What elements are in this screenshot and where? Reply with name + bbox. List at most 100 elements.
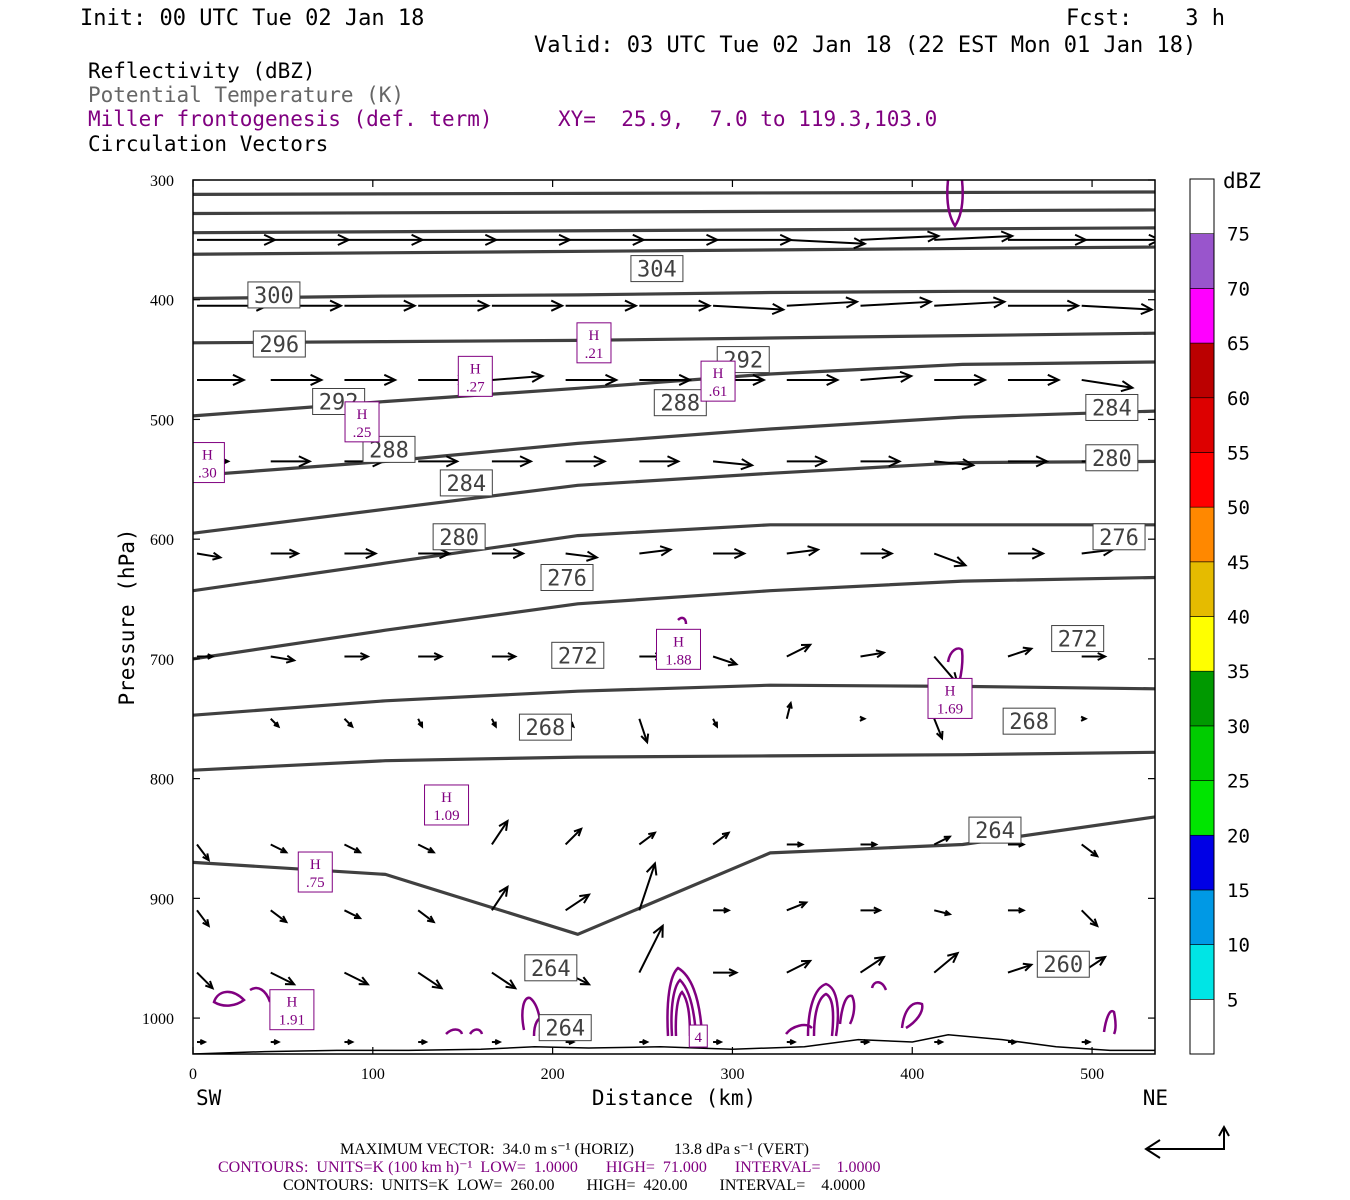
colorbar-level-label: 35 [1227, 661, 1250, 683]
circulation-vector-head [659, 545, 673, 557]
circulation-vector-head [667, 455, 681, 468]
circulation-vector-head [1215, 301, 1226, 311]
theta-label-box [1002, 707, 1056, 735]
theta-label: 268 [1009, 710, 1049, 735]
theta-label-box [1085, 393, 1139, 421]
circulation-vector-head [943, 835, 952, 843]
circulation-vector [417, 971, 443, 990]
fronto-high-value: 1.09 [433, 808, 459, 824]
circulation-vector-head [801, 959, 813, 969]
theta-label: 272 [558, 644, 598, 669]
circulation-vector [1081, 843, 1098, 857]
circulation-vector-head [845, 296, 860, 309]
x-tick-label: 0 [189, 1066, 197, 1083]
y-tick-label: 1000 [142, 1011, 174, 1028]
colorbar-segment [1189, 397, 1215, 453]
colorbar-segment [1189, 889, 1215, 945]
colorbar-level-label: 75 [1227, 224, 1250, 246]
fronto-contour-400km [900, 1001, 924, 1030]
valid-time: Valid: 03 UTC Tue 02 Jan 18 (22 EST Mon … [534, 33, 1196, 58]
colorbar-level-label: 20 [1227, 825, 1250, 847]
circulation-vector-head [288, 548, 301, 559]
circulation-vector-head [433, 652, 444, 661]
fronto-high-value: 1.69 [937, 701, 963, 717]
circulation-vector-head [881, 547, 895, 560]
fronto-contour-160km [468, 1028, 484, 1035]
circulation-vector-head [642, 1038, 650, 1046]
circulation-vector [1007, 647, 1032, 658]
theta-contours [193, 190, 1155, 936]
circulation-vector-head [875, 649, 887, 659]
circulation-vector-head [874, 955, 886, 966]
y-axis-ticks: 300 400 500 600 700 800 900 1000 [142, 173, 1155, 1028]
circulation-vector-head [935, 730, 944, 741]
theta-contour-288 [193, 409, 1155, 478]
colorbar-segment [1189, 725, 1215, 781]
theta-label: 284 [446, 472, 486, 497]
theta-contour-300 [193, 289, 1155, 301]
theta-contour-upper [193, 226, 1155, 235]
circulation-vector-head [992, 296, 1007, 309]
circulation-vector-head [1095, 955, 1108, 966]
circulation-vector-head [1097, 652, 1108, 661]
circulation-vector-head [445, 455, 460, 468]
fronto-high-box [344, 401, 380, 443]
circulation-vector [196, 552, 221, 559]
colorbar-level-label: 40 [1227, 607, 1250, 629]
circulation-vector [1081, 378, 1133, 389]
circulation-vector [933, 909, 951, 916]
circulation-vector-head [347, 721, 354, 729]
theta-label-box [968, 816, 1022, 844]
colorbar-level-label: 5 [1227, 989, 1238, 1011]
fronto-high-box [457, 355, 493, 397]
circulation-vector-head [1035, 455, 1050, 468]
fronto-high-marker: H [286, 995, 297, 1011]
circulation-vector-head [961, 458, 976, 471]
init-time: Init: 00 UTC Tue 02 Jan 18 [80, 6, 424, 31]
fronto-high-box [700, 360, 736, 402]
colorbar-segment [1189, 561, 1215, 617]
x-axis-label: Distance (km) [592, 1086, 756, 1110]
circulation-vector [933, 952, 959, 974]
fronto-contour-200km [521, 996, 542, 1037]
circulation-vector [491, 820, 509, 846]
colorbar-segment [1189, 670, 1215, 727]
circulation-vector-head [1089, 918, 1099, 928]
circulation-vector-head [202, 853, 211, 862]
circulation-vector-head [721, 831, 731, 840]
max-vector-info: MAXIMUM VECTOR: 34.0 m s⁻¹ (HORIZ) 13.8 … [340, 1141, 809, 1158]
circulation-vector-head [789, 1038, 797, 1046]
frontogenesis-highs: H .30 H .25 H .27 H .21 H .61 H 1.88 H 1.69 H 1.09 H .75 H… [193, 322, 973, 1048]
circulation-vector-head [1018, 907, 1026, 914]
circulation-vector [934, 234, 1013, 241]
colorbar-level-label: 60 [1227, 388, 1250, 410]
circulation-vector [933, 552, 966, 567]
circulation-vector-head [947, 951, 960, 964]
circulation-vector [860, 651, 885, 658]
circulation-vector-head [284, 976, 297, 986]
fronto-contour-330km [785, 1023, 813, 1035]
theta-label: 280 [1092, 447, 1132, 472]
circulation-vector-head [383, 373, 398, 386]
legend-reflectivity: Reflectivity (dBZ) [88, 59, 316, 83]
circulation-vector [712, 460, 753, 467]
circulation-vector [786, 959, 811, 974]
colorbar-segment [1189, 178, 1215, 234]
circulation-vector-head [624, 299, 639, 312]
fronto-contour-270km-top [677, 616, 688, 625]
colorbar-segment [1189, 288, 1215, 344]
circulation-vector [786, 901, 807, 912]
circulation-vector [565, 893, 590, 912]
x-tick-label: 100 [361, 1066, 385, 1083]
circulation-vector-head [826, 373, 840, 386]
circulation-vector-head [202, 919, 211, 928]
circulation-vector-head [752, 373, 767, 386]
fronto-high-box [424, 784, 470, 826]
cross-section-endpoints: XY= 25.9, 7.0 to 119.3,103.0 [558, 107, 937, 131]
circulation-vector [343, 909, 361, 920]
circulation-vector-head [937, 1038, 945, 1046]
circulation-vector [491, 375, 543, 381]
fronto-contour-low-left2 [249, 986, 272, 1003]
circulation-vector [1080, 909, 1098, 927]
fronto-high-marker: H [202, 448, 213, 464]
